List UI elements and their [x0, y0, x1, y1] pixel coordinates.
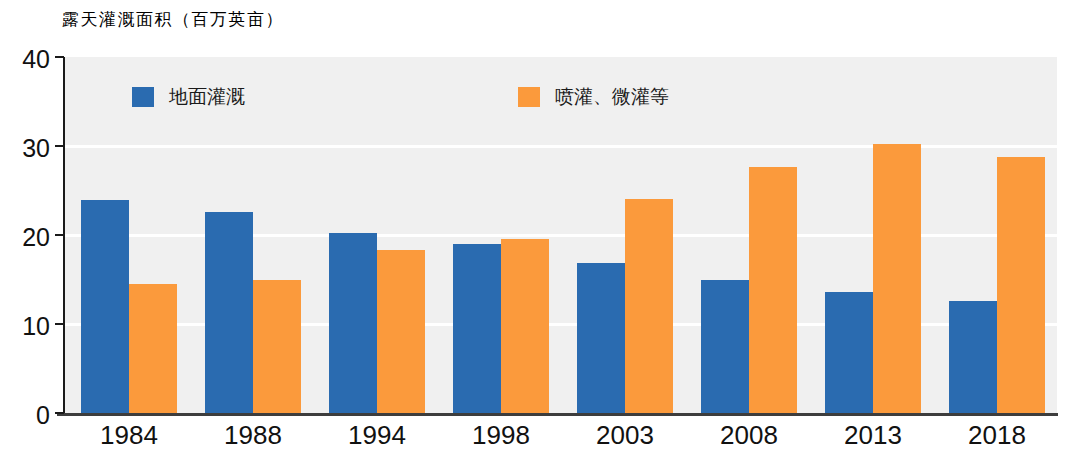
bar-series1-2008 — [749, 167, 797, 413]
bar-series1-2013 — [873, 144, 921, 413]
legend-item: 地面灌溉 — [132, 85, 245, 109]
bar-series1-1988 — [253, 280, 301, 414]
legend-label: 喷灌、微灌等 — [555, 84, 669, 110]
bar-series0-1988 — [205, 212, 253, 413]
bar-series0-1984 — [81, 200, 129, 413]
y-tick-label: 10 — [0, 312, 50, 340]
bar-series1-1998 — [501, 239, 549, 413]
x-tick-label: 1988 — [191, 420, 315, 450]
x-tick-label: 1998 — [439, 420, 563, 450]
legend-swatch-icon — [132, 87, 154, 107]
bar-series0-1998 — [453, 244, 501, 413]
plot-area — [65, 57, 1057, 413]
y-tick-label: 40 — [0, 45, 50, 73]
x-axis-line — [57, 413, 1058, 416]
x-tick-label: 1994 — [315, 420, 439, 450]
bar-series1-2018 — [997, 157, 1045, 413]
x-tick-label: 1984 — [67, 420, 191, 450]
bar-series0-1994 — [329, 233, 377, 413]
bar-series0-2003 — [577, 263, 625, 413]
y-tick — [55, 56, 64, 58]
y-axis-line — [63, 57, 65, 415]
x-tick-label: 2013 — [811, 420, 935, 450]
legend-label: 地面灌溉 — [169, 84, 245, 110]
y-tick — [55, 145, 64, 147]
y-tick-label: 0 — [0, 401, 50, 429]
x-tick-label: 2008 — [687, 420, 811, 450]
y-tick-label: 20 — [0, 223, 50, 251]
bar-series1-1994 — [377, 250, 425, 413]
bar-series1-2003 — [625, 199, 673, 413]
y-tick — [55, 412, 64, 414]
x-tick-label: 2003 — [563, 420, 687, 450]
x-tick-label: 2018 — [935, 420, 1059, 450]
y-tick — [55, 323, 64, 325]
legend-item: 喷灌、微灌等 — [518, 85, 669, 109]
chart-title: 露天灌溉面积（百万英亩） — [62, 8, 284, 31]
bar-series0-2008 — [701, 280, 749, 414]
legend-swatch-icon — [518, 87, 540, 107]
y-tick-label: 30 — [0, 134, 50, 162]
bar-chart: 露天灌溉面积（百万英亩） 010203040198419881994199820… — [0, 0, 1080, 451]
bar-series0-2018 — [949, 301, 997, 413]
bar-series0-2013 — [825, 292, 873, 413]
y-tick — [55, 234, 64, 236]
bar-series1-1984 — [129, 284, 177, 413]
